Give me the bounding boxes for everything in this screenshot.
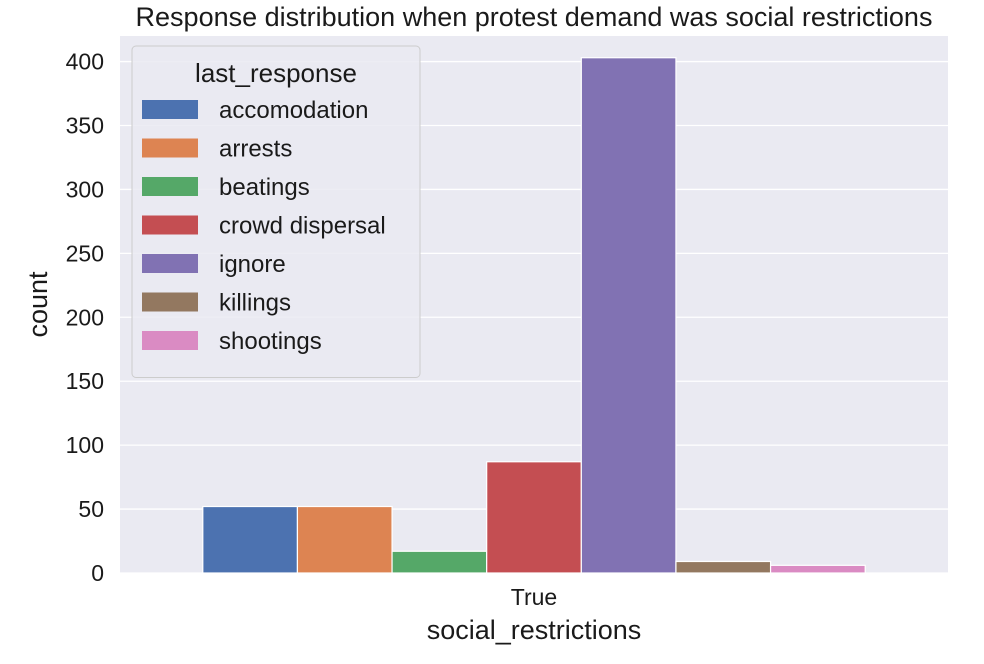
legend-label-shootings: shootings [219, 328, 322, 355]
y-axis-ticks: 0 50 100 150 200 250 300 350 400 [66, 49, 104, 586]
y-tick-label: 200 [66, 304, 104, 330]
legend-swatch-accomodation [142, 100, 198, 119]
y-tick-label: 50 [78, 496, 104, 522]
y-tick-label: 300 [66, 176, 104, 202]
x-axis-label: social_restrictions [427, 615, 642, 645]
bar-accomodation [202, 505, 299, 574]
legend-swatch-beatings [142, 177, 198, 196]
legend-label-accomodation: accomodation [219, 97, 368, 124]
legend-label-killings: killings [219, 290, 291, 317]
y-tick-label: 400 [66, 49, 104, 75]
x-axis-ticks: True [511, 584, 557, 610]
legend-label-crowd-dispersal: crowd dispersal [219, 213, 386, 240]
chart-title: Response distribution when protest deman… [136, 2, 933, 32]
legend-label-arrests: arrests [219, 136, 292, 163]
legend-swatch-ignore [142, 254, 198, 273]
legend-label-beatings: beatings [219, 174, 310, 201]
bar-shootings [769, 564, 866, 574]
legend-swatch-arrests [142, 138, 198, 158]
y-tick-label: 150 [66, 368, 104, 394]
legend-swatch-killings [142, 292, 198, 312]
legend: last_response accomodation arrests beating… [131, 45, 421, 378]
legend-box [131, 45, 421, 378]
legend-items: accomodation arrests beatings crowd dispers… [142, 97, 386, 355]
y-tick-label: 350 [66, 113, 104, 139]
bar-beatings [391, 550, 488, 574]
bar-arrests [296, 505, 393, 574]
legend-label-ignore: ignore [219, 251, 286, 278]
legend-swatch-crowd-dispersal [142, 215, 198, 235]
y-tick-label: 100 [66, 432, 104, 458]
y-tick-label: 250 [66, 240, 104, 266]
bars [202, 57, 866, 574]
bar-killings [675, 560, 772, 574]
bar-ignore [580, 57, 677, 574]
x-tick-label: True [511, 584, 557, 610]
legend-swatch-shootings [142, 331, 198, 350]
y-tick-label: 0 [91, 560, 104, 586]
bar-crowd-dispersal [486, 461, 582, 574]
y-axis-label: count [23, 271, 53, 338]
legend-title: last_response [195, 58, 357, 88]
